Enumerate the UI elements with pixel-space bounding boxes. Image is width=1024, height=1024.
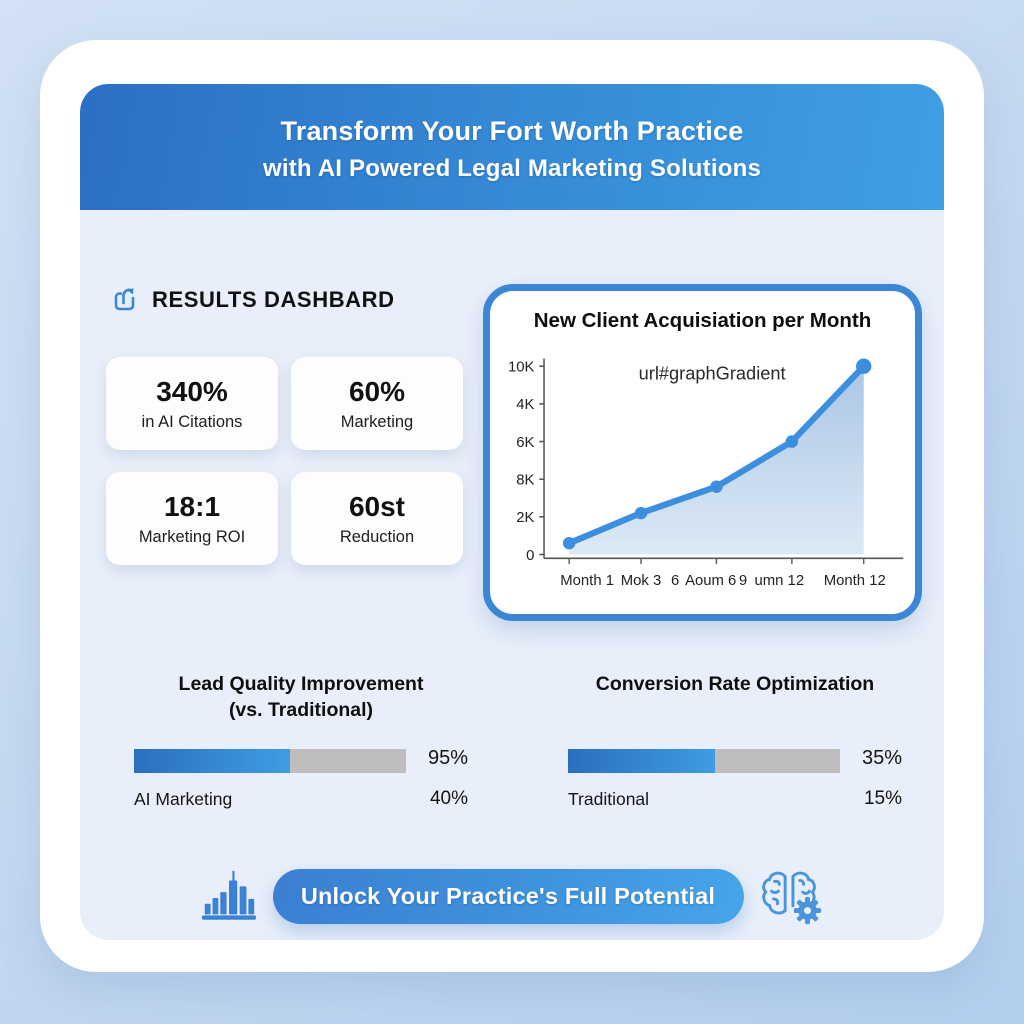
svg-text:6: 6 [671, 573, 679, 589]
stat-value: 60st [348, 490, 406, 522]
chart-title: New Client Acquisiation per Month [533, 309, 872, 332]
dashboard-heading: RESULTS DASHBARD [152, 286, 395, 312]
bar-percentage: 35% [861, 747, 902, 769]
stat-card-marketing: 60% Marketing [291, 357, 463, 450]
svg-text:Mok 3: Mok 3 [621, 573, 662, 589]
stat-label: in AI Citations [141, 412, 243, 431]
stat-value: 18:1 [163, 490, 221, 522]
progress-bar-fill [568, 749, 715, 773]
comparison-section: Lead Quality Improvement (vs. Traditiona… [100, 671, 922, 810]
banner-title-line2: with AI Powered Legal Marketing Solution… [262, 154, 762, 182]
svg-text:0: 0 [526, 548, 534, 564]
header-banner: Transform Your Fort Worth Practice with … [80, 84, 944, 210]
stat-grid: 340% in AI Citations 60% Marketing 18:1 … [106, 357, 466, 565]
bar-row-label: AI Marketing [134, 789, 233, 809]
svg-text:8K: 8K [516, 472, 534, 488]
export-chart-icon [110, 284, 141, 315]
stat-value: 60% [348, 375, 406, 407]
comparison-conversion-rate: Conversion Rate Optimization 35% Traditi… [568, 671, 902, 810]
stat-label: Marketing ROI [138, 527, 246, 546]
svg-text:9: 9 [739, 573, 747, 589]
svg-text:4K: 4K [516, 397, 534, 413]
stat-card-marketing-roi: 18:1 Marketing ROI [106, 472, 278, 565]
progress-bar [568, 749, 840, 773]
svg-text:url#graphGradient: url#graphGradient [639, 363, 786, 384]
progress-bar [134, 749, 406, 773]
comparison-title-line1: Conversion Rate Optimization [595, 673, 875, 695]
bar-row-value: 15% [863, 788, 902, 809]
svg-text:10K: 10K [508, 360, 535, 376]
chart-card: New Client Acquisiation per Month 10K 4K 6… [483, 284, 922, 621]
svg-text:6K: 6K [516, 435, 534, 451]
svg-text:2K: 2K [516, 510, 534, 526]
banner-title-line1: Transform Your Fort Worth Practice [280, 115, 744, 146]
content-panel: Transform Your Fort Worth Practice with … [80, 84, 944, 940]
stats-column: RESULTS DASHBARD 340% in AI Citations 60… [100, 284, 466, 621]
bar-percentage: 95% [427, 747, 468, 769]
city-skyline-bars-icon [198, 868, 260, 924]
progress-bar-fill [134, 749, 291, 773]
main-card: Transform Your Fort Worth Practice with … [40, 40, 984, 972]
stat-card-ai-citations: 340% in AI Citations [106, 357, 278, 450]
client-acquisition-line-chart: 10K 4K 6K 8K 2K 0 url#graphGradient Month 1 Mok … [508, 358, 904, 589]
svg-text:umn 12: umn 12 [754, 573, 804, 589]
bar-row-label: Traditional [568, 789, 650, 809]
cta-section: Unlock Your Practice's Full Potential [100, 866, 922, 926]
cta-button[interactable]: Unlock Your Practice's Full Potential [272, 868, 744, 924]
svg-text:Month 12: Month 12 [824, 573, 886, 589]
comparison-title-line2: (vs. Traditional) [228, 699, 374, 722]
svg-text:Aoum 6: Aoum 6 [685, 573, 736, 589]
svg-text:Month 1: Month 1 [560, 573, 614, 589]
stat-card-reduction: 60st Reduction [291, 472, 463, 565]
comparison-title-line1: Lead Quality Improvement [178, 673, 424, 695]
bar-row-value: 40% [429, 788, 468, 809]
dashboard-content: RESULTS DASHBARD 340% in AI Citations 60… [80, 284, 944, 926]
stat-label: Marketing [340, 412, 414, 431]
stat-label: Reduction [339, 527, 415, 546]
brain-gear-icon [757, 866, 825, 926]
stat-value: 340% [156, 375, 228, 407]
comparison-lead-quality: Lead Quality Improvement (vs. Traditiona… [134, 671, 468, 810]
